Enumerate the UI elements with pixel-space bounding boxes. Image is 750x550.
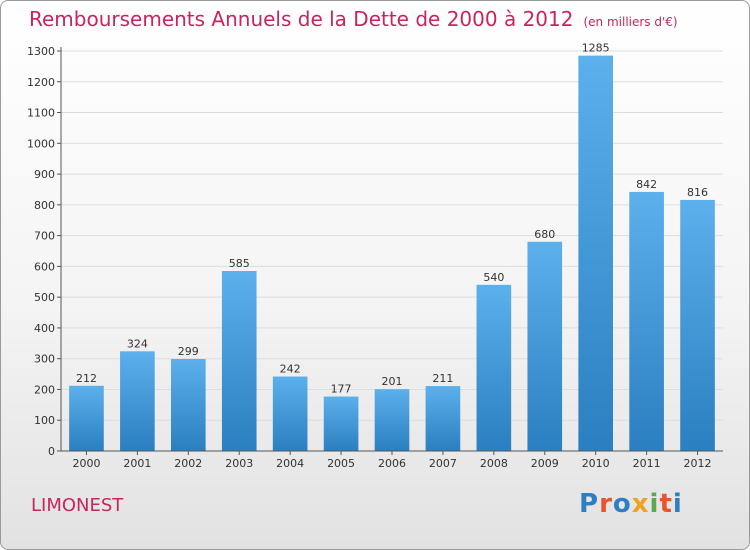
y-tick-label: 300 (34, 353, 55, 366)
bar-2012 (680, 199, 715, 451)
x-tick-label-2002: 2002 (174, 457, 202, 470)
bar-2002 (170, 359, 206, 451)
value-label-2002: 299 (178, 345, 199, 358)
bar-2010 (578, 55, 614, 451)
title-text: Remboursements Annuels de la Dette de 20… (29, 7, 574, 31)
y-tick-label: 500 (34, 291, 55, 304)
logo-letter: i (672, 489, 683, 519)
y-tick-label: 1200 (27, 76, 55, 89)
x-tick-label-2008: 2008 (480, 457, 508, 470)
y-tick-label: 1000 (27, 137, 55, 150)
y-tick-label: 1300 (27, 45, 55, 58)
x-tick-label-2011: 2011 (633, 457, 661, 470)
bar-2008 (476, 284, 512, 451)
logo-letter: P (579, 489, 600, 519)
x-tick-label-2004: 2004 (276, 457, 304, 470)
value-label-2010: 1285 (582, 42, 610, 55)
value-label-2012: 816 (687, 186, 708, 199)
value-label-2005: 177 (331, 383, 352, 396)
value-label-2004: 242 (280, 363, 301, 376)
value-label-2001: 324 (127, 337, 148, 350)
logo-letter: t (659, 489, 673, 519)
x-tick-label-2003: 2003 (225, 457, 253, 470)
bar-2006 (374, 389, 410, 451)
y-tick-label: 900 (34, 168, 55, 181)
proxiti-logo: Proxiti (579, 489, 683, 519)
x-tick-label-2012: 2012 (684, 457, 712, 470)
y-tick-label: 400 (34, 322, 55, 335)
value-label-2009: 680 (534, 228, 555, 241)
bar-2007 (425, 386, 461, 451)
value-label-2007: 211 (432, 372, 453, 385)
title-unit: (en milliers d'€) (583, 15, 678, 29)
value-label-2003: 585 (229, 257, 250, 270)
logo-letter: i (649, 489, 660, 519)
bar-2005 (323, 396, 359, 451)
x-tick-label-2005: 2005 (327, 457, 355, 470)
y-tick-label: 100 (34, 414, 55, 427)
axes: 0 100 200 300 400 500 600 700 800 900 1000 1100 1200… (27, 45, 723, 470)
value-label-2011: 842 (636, 178, 657, 191)
y-tick-label: 200 (34, 383, 55, 396)
y-tick-label: 0 (48, 445, 55, 458)
logo-letter: o (612, 489, 632, 519)
chart-title: Remboursements Annuels de la Dette de 20… (29, 7, 678, 31)
bar-2003 (221, 271, 257, 451)
x-tick-label-2010: 2010 (582, 457, 610, 470)
y-tick-label: 800 (34, 199, 55, 212)
y-tick-label: 700 (34, 230, 55, 243)
x-tick-label-2007: 2007 (429, 457, 457, 470)
bars: 212 324 299 585 242 177 201 211 540 680 1285 842 816 (69, 42, 715, 451)
commune-name: LIMONEST (31, 495, 124, 516)
bar-2004 (272, 376, 308, 451)
x-tick-label-2006: 2006 (378, 457, 406, 470)
bar-2001 (120, 351, 155, 451)
x-tick-label-2009: 2009 (531, 457, 559, 470)
logo-letter: x (631, 489, 650, 519)
x-tick-label-2001: 2001 (123, 457, 151, 470)
value-label-2000: 212 (76, 372, 97, 385)
y-tick-label: 600 (34, 260, 55, 273)
bar-2009 (527, 241, 563, 451)
x-tick-label-2000: 2000 (72, 457, 100, 470)
bar-2011 (629, 191, 664, 451)
bar-2000 (69, 385, 104, 451)
logo-letter: r (599, 489, 613, 519)
value-label-2008: 540 (483, 271, 504, 284)
value-label-2006: 201 (382, 375, 403, 388)
y-tick-label: 1100 (27, 107, 55, 120)
